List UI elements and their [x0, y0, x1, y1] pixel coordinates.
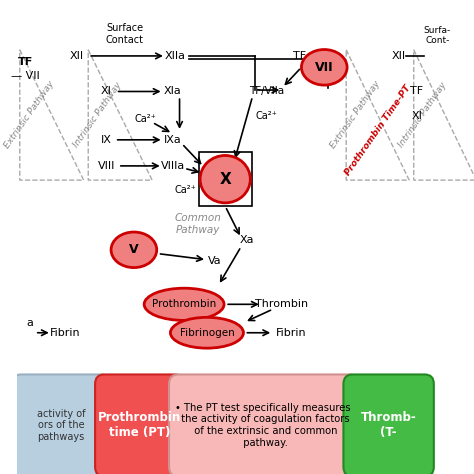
FancyBboxPatch shape	[169, 374, 358, 474]
Text: Va: Va	[208, 255, 221, 266]
Text: Thromb-
(T-: Thromb- (T-	[361, 411, 417, 439]
Text: Intrinsic Pathway: Intrinsic Pathway	[397, 81, 449, 149]
Text: Intrinsic Pathway: Intrinsic Pathway	[72, 81, 123, 149]
Text: Xa: Xa	[240, 235, 255, 246]
Text: XI: XI	[101, 86, 112, 97]
Text: a: a	[27, 318, 34, 328]
Text: TF: TF	[293, 51, 306, 61]
Text: XII: XII	[392, 51, 406, 61]
Text: • The PT test specifically measures
  the activity of coagulation factors
  of t: • The PT test specifically measures the …	[175, 403, 350, 447]
Text: Thrombin: Thrombin	[255, 299, 308, 310]
Ellipse shape	[144, 288, 224, 320]
Text: VIIIa: VIIIa	[161, 161, 185, 171]
Text: Ca²⁺: Ca²⁺	[255, 111, 277, 121]
Text: XII: XII	[70, 51, 84, 61]
FancyBboxPatch shape	[95, 374, 184, 474]
FancyBboxPatch shape	[12, 374, 110, 474]
Text: Common
Pathway: Common Pathway	[174, 213, 221, 235]
Text: Surface
Contact: Surface Contact	[106, 23, 144, 45]
Text: Fibrin: Fibrin	[50, 328, 81, 338]
Text: Extrinsic Pathway: Extrinsic Pathway	[328, 79, 382, 150]
Text: — VII: — VII	[11, 71, 40, 81]
Text: XI: XI	[411, 111, 422, 121]
Text: IX: IX	[101, 135, 112, 145]
Text: Surfa-
Cont-: Surfa- Cont-	[424, 26, 451, 45]
Text: VII: VII	[315, 61, 334, 74]
Text: VIII: VIII	[98, 161, 115, 171]
Text: XIa: XIa	[164, 86, 182, 97]
Text: Prothrombin: Prothrombin	[152, 299, 216, 310]
Text: Fibrinogen: Fibrinogen	[180, 328, 234, 338]
Text: Prothrombin Time-PT: Prothrombin Time-PT	[344, 83, 413, 177]
Text: TF: TF	[18, 56, 33, 67]
Text: Prothrombin
time (PT): Prothrombin time (PT)	[98, 411, 182, 439]
Text: TF/VIIa: TF/VIIa	[249, 86, 284, 97]
Text: X: X	[219, 172, 231, 187]
Text: TF: TF	[410, 86, 423, 97]
Ellipse shape	[111, 232, 157, 267]
Ellipse shape	[200, 155, 250, 203]
Ellipse shape	[171, 318, 244, 348]
Text: V: V	[129, 243, 139, 256]
Text: Extrinsic Pathway: Extrinsic Pathway	[2, 79, 55, 150]
Ellipse shape	[301, 50, 347, 85]
Text: Ca²⁺: Ca²⁺	[174, 184, 196, 195]
Text: activity of
ors of the
pathways: activity of ors of the pathways	[36, 409, 85, 442]
Text: Ca²⁺: Ca²⁺	[134, 114, 156, 125]
Text: XIIa: XIIa	[164, 51, 185, 61]
FancyBboxPatch shape	[344, 374, 434, 474]
Text: Fibrin: Fibrin	[276, 328, 307, 338]
Text: IXa: IXa	[164, 135, 182, 145]
